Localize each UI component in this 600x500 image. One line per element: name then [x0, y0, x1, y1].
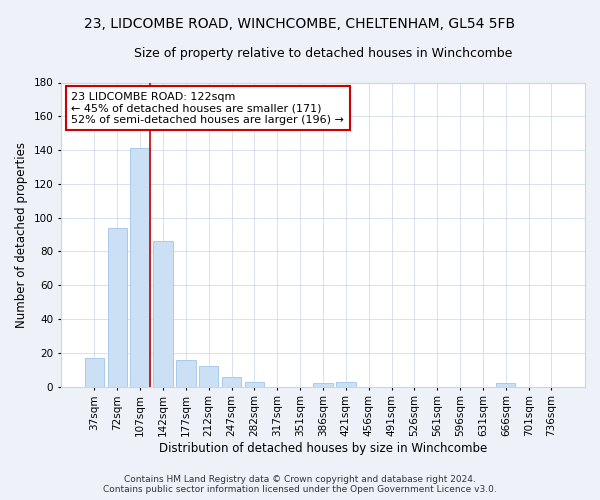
Bar: [176, 360, 196, 386]
Bar: [85, 358, 104, 386]
Bar: [107, 228, 127, 386]
Bar: [222, 376, 241, 386]
Y-axis label: Number of detached properties: Number of detached properties: [15, 142, 28, 328]
Bar: [130, 148, 150, 386]
Bar: [154, 242, 173, 386]
Text: 23 LIDCOMBE ROAD: 122sqm
← 45% of detached houses are smaller (171)
52% of semi-: 23 LIDCOMBE ROAD: 122sqm ← 45% of detach…: [71, 92, 344, 125]
Bar: [199, 366, 218, 386]
Text: Contains HM Land Registry data © Crown copyright and database right 2024.: Contains HM Land Registry data © Crown c…: [124, 475, 476, 484]
Bar: [245, 382, 264, 386]
Text: Contains public sector information licensed under the Open Government Licence v3: Contains public sector information licen…: [103, 485, 497, 494]
Bar: [496, 384, 515, 386]
Title: Size of property relative to detached houses in Winchcombe: Size of property relative to detached ho…: [134, 48, 512, 60]
Bar: [313, 384, 332, 386]
Text: 23, LIDCOMBE ROAD, WINCHCOMBE, CHELTENHAM, GL54 5FB: 23, LIDCOMBE ROAD, WINCHCOMBE, CHELTENHA…: [85, 18, 515, 32]
X-axis label: Distribution of detached houses by size in Winchcombe: Distribution of detached houses by size …: [159, 442, 487, 455]
Bar: [336, 382, 356, 386]
